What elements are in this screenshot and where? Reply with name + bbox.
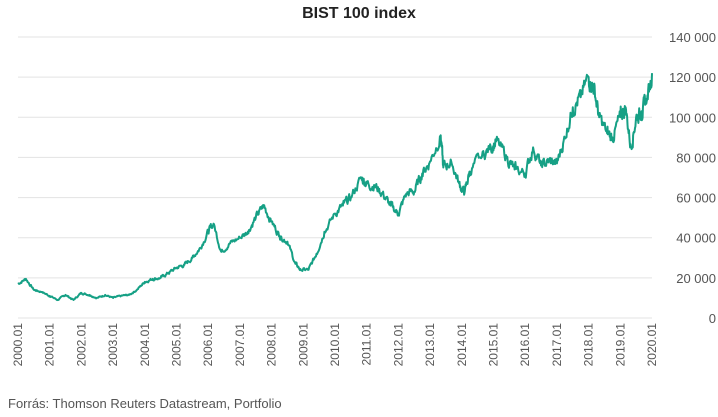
series-line xyxy=(17,73,653,302)
x-tick-label: 2005.01 xyxy=(170,323,184,367)
y-tick-label: 100 000 xyxy=(669,110,716,125)
y-axis-ticks: 0 20 000 40 000 60 000 80 000 100 000 120 000 1… xyxy=(669,30,716,326)
x-tick-label: 2008.01 xyxy=(265,323,279,367)
y-tick-label: 120 000 xyxy=(669,70,716,85)
x-axis-ticks: 2000.01 2001.01 2002.01 2003.01 2004.01 2005.… xyxy=(11,323,659,367)
y-tick-label: 40 000 xyxy=(676,231,716,246)
x-tick-label: 2003.01 xyxy=(106,323,120,367)
x-tick-label: 2019.01 xyxy=(613,323,627,367)
x-tick-label: 2001.01 xyxy=(43,323,57,367)
x-tick-label: 2002.01 xyxy=(74,323,88,367)
x-tick-label: 2011.01 xyxy=(360,323,374,366)
y-tick-label: 60 000 xyxy=(676,191,716,206)
x-tick-label: 2018.01 xyxy=(582,323,596,367)
y-tick-label: 0 xyxy=(709,311,716,326)
x-tick-label: 2004.01 xyxy=(138,323,152,367)
x-tick-label: 2009.01 xyxy=(296,323,310,367)
y-tick-label: 140 000 xyxy=(669,30,716,45)
x-tick-label: 2013.01 xyxy=(423,323,437,367)
gridlines xyxy=(18,36,652,319)
series-layer xyxy=(17,73,653,302)
y-tick-label: 80 000 xyxy=(676,150,716,165)
x-tick-label: 2000.01 xyxy=(11,323,25,367)
chart-title: BIST 100 index xyxy=(302,5,416,22)
x-tick-label: 2020.01 xyxy=(645,323,659,367)
x-tick-label: 2007.01 xyxy=(233,323,247,367)
x-tick-label: 2014.01 xyxy=(455,323,469,367)
source-note: Forrás: Thomson Reuters Datastream, Port… xyxy=(8,396,282,411)
x-tick-label: 2012.01 xyxy=(391,323,405,367)
x-tick-label: 2006.01 xyxy=(201,323,215,367)
x-tick-label: 2016.01 xyxy=(518,323,532,367)
x-tick-label: 2010.01 xyxy=(328,323,342,367)
x-tick-label: 2015.01 xyxy=(487,323,501,367)
y-tick-label: 20 000 xyxy=(676,271,716,286)
x-tick-label: 2017.01 xyxy=(550,323,564,367)
